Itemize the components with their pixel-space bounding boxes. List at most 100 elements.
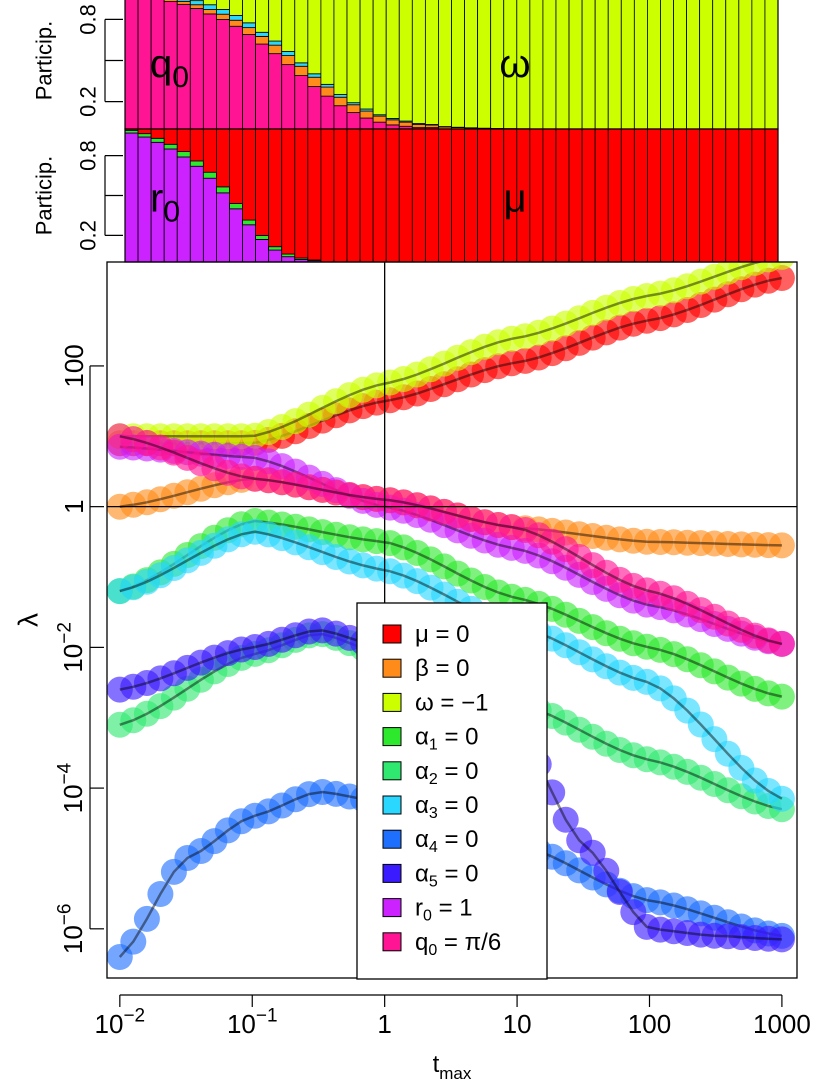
legend-swatch bbox=[382, 795, 402, 815]
bar-segment bbox=[202, 4, 217, 10]
bar-segment bbox=[411, 0, 426, 124]
bar-segment bbox=[255, 43, 270, 130]
bar-segment bbox=[542, 0, 557, 130]
bar-segment bbox=[725, 0, 740, 130]
bar-segment bbox=[385, 0, 400, 119]
y-tick-label: 10−2 bbox=[54, 622, 88, 673]
bar-segment bbox=[620, 0, 635, 130]
legend-label: ω = −1 bbox=[415, 689, 488, 716]
bar-segment bbox=[320, 0, 335, 85]
x-tick-label: 1000 bbox=[753, 1009, 811, 1039]
bar-segment bbox=[568, 128, 583, 263]
bar-segment bbox=[294, 62, 309, 67]
bar-segment bbox=[202, 0, 217, 6]
legend-swatch bbox=[382, 692, 402, 712]
bar-segment bbox=[281, 0, 296, 52]
bar-segment bbox=[529, 128, 544, 263]
bar-segment bbox=[620, 128, 635, 263]
bar-segment bbox=[673, 0, 687, 130]
legend-label: α2 = 0 bbox=[415, 758, 478, 788]
y-tick-label: 0.2 bbox=[76, 220, 101, 251]
bar-segment bbox=[464, 0, 479, 129]
bar-segment bbox=[307, 73, 322, 78]
legend-swatch bbox=[382, 658, 402, 678]
bar-segment bbox=[385, 124, 400, 130]
bar-segment bbox=[607, 0, 622, 130]
bar-segment bbox=[255, 234, 270, 240]
bar-segment bbox=[255, 31, 270, 37]
y-axis-label: Particip. bbox=[32, 156, 57, 235]
bar-segment bbox=[725, 128, 740, 263]
bar-segment bbox=[137, 133, 152, 138]
bar-segment bbox=[346, 112, 361, 130]
y-tick-label: 100 bbox=[59, 344, 89, 387]
bar-segment bbox=[176, 0, 191, 2]
y-tick-label: 0.8 bbox=[76, 140, 101, 171]
bar-segment bbox=[477, 128, 492, 263]
bar-segment bbox=[150, 128, 165, 139]
legend-swatch bbox=[382, 727, 402, 747]
legend-swatch bbox=[382, 624, 402, 644]
bar-segment bbox=[411, 128, 426, 263]
bar-segment bbox=[385, 128, 400, 263]
bar-segment bbox=[255, 238, 270, 263]
bar-segment bbox=[202, 171, 217, 179]
bar-segment bbox=[764, 128, 779, 263]
y-tick-label: 1 bbox=[59, 499, 89, 513]
bar-segment bbox=[163, 0, 178, 2]
bar-segment bbox=[333, 105, 348, 130]
bar-segment bbox=[255, 0, 270, 33]
bar-segment bbox=[686, 128, 701, 263]
bar-segment bbox=[229, 15, 243, 21]
data-point bbox=[768, 630, 795, 657]
bar-segment bbox=[163, 143, 178, 150]
legend-label: μ = 0 bbox=[415, 621, 470, 648]
legend: μ = 0 β = 0 ω = −1 α1 = 0 α2 = 0 α3 = 0 α4 = 0… bbox=[356, 602, 548, 980]
bar-segment bbox=[411, 123, 426, 129]
bar-segment bbox=[176, 128, 191, 153]
bar-segment bbox=[372, 115, 387, 123]
series--1 bbox=[107, 262, 794, 450]
bar-segment bbox=[764, 0, 779, 130]
bar-segment bbox=[137, 128, 152, 135]
bar-segment bbox=[699, 0, 714, 130]
bar-segment bbox=[477, 0, 492, 129]
bar-segment bbox=[281, 256, 296, 263]
bar-segment bbox=[229, 203, 243, 210]
bar-segment bbox=[242, 34, 256, 130]
bar-segment bbox=[647, 128, 661, 263]
bar-segment bbox=[124, 0, 139, 130]
data-point bbox=[552, 806, 579, 833]
y-tick-label: 10−6 bbox=[54, 904, 88, 955]
legend-label: β = 0 bbox=[415, 655, 470, 682]
bar-segment bbox=[242, 219, 256, 226]
bar-segment bbox=[738, 128, 753, 263]
bar-segment bbox=[333, 0, 348, 95]
bar-segment bbox=[294, 128, 309, 259]
series-line bbox=[119, 262, 764, 438]
bar-segment bbox=[438, 128, 452, 263]
bar-segment bbox=[673, 128, 687, 263]
legend-label: α4 = 0 bbox=[415, 826, 478, 856]
bar-segment bbox=[333, 96, 348, 107]
bar-segment bbox=[294, 65, 309, 76]
bar-segment bbox=[255, 128, 270, 236]
data-point bbox=[768, 926, 795, 953]
bar-segment bbox=[359, 117, 374, 130]
legend-label: q0 = π/6 bbox=[415, 929, 501, 959]
bar-segment bbox=[281, 128, 296, 255]
data-point bbox=[133, 905, 160, 932]
legend-label: r0 = 1 bbox=[415, 895, 473, 925]
bar-segment bbox=[281, 64, 296, 130]
bar-segment bbox=[189, 0, 204, 2]
bar-segment bbox=[359, 110, 374, 119]
bar-segment bbox=[594, 0, 609, 130]
bar-segment bbox=[451, 0, 465, 128]
bar-segment bbox=[372, 121, 387, 130]
bar-segment bbox=[124, 132, 139, 263]
bar-segment bbox=[359, 128, 374, 263]
bar-segment bbox=[202, 177, 217, 263]
bar-segment bbox=[346, 128, 361, 263]
bar-segment bbox=[189, 4, 204, 9]
bar-segment bbox=[189, 8, 204, 130]
